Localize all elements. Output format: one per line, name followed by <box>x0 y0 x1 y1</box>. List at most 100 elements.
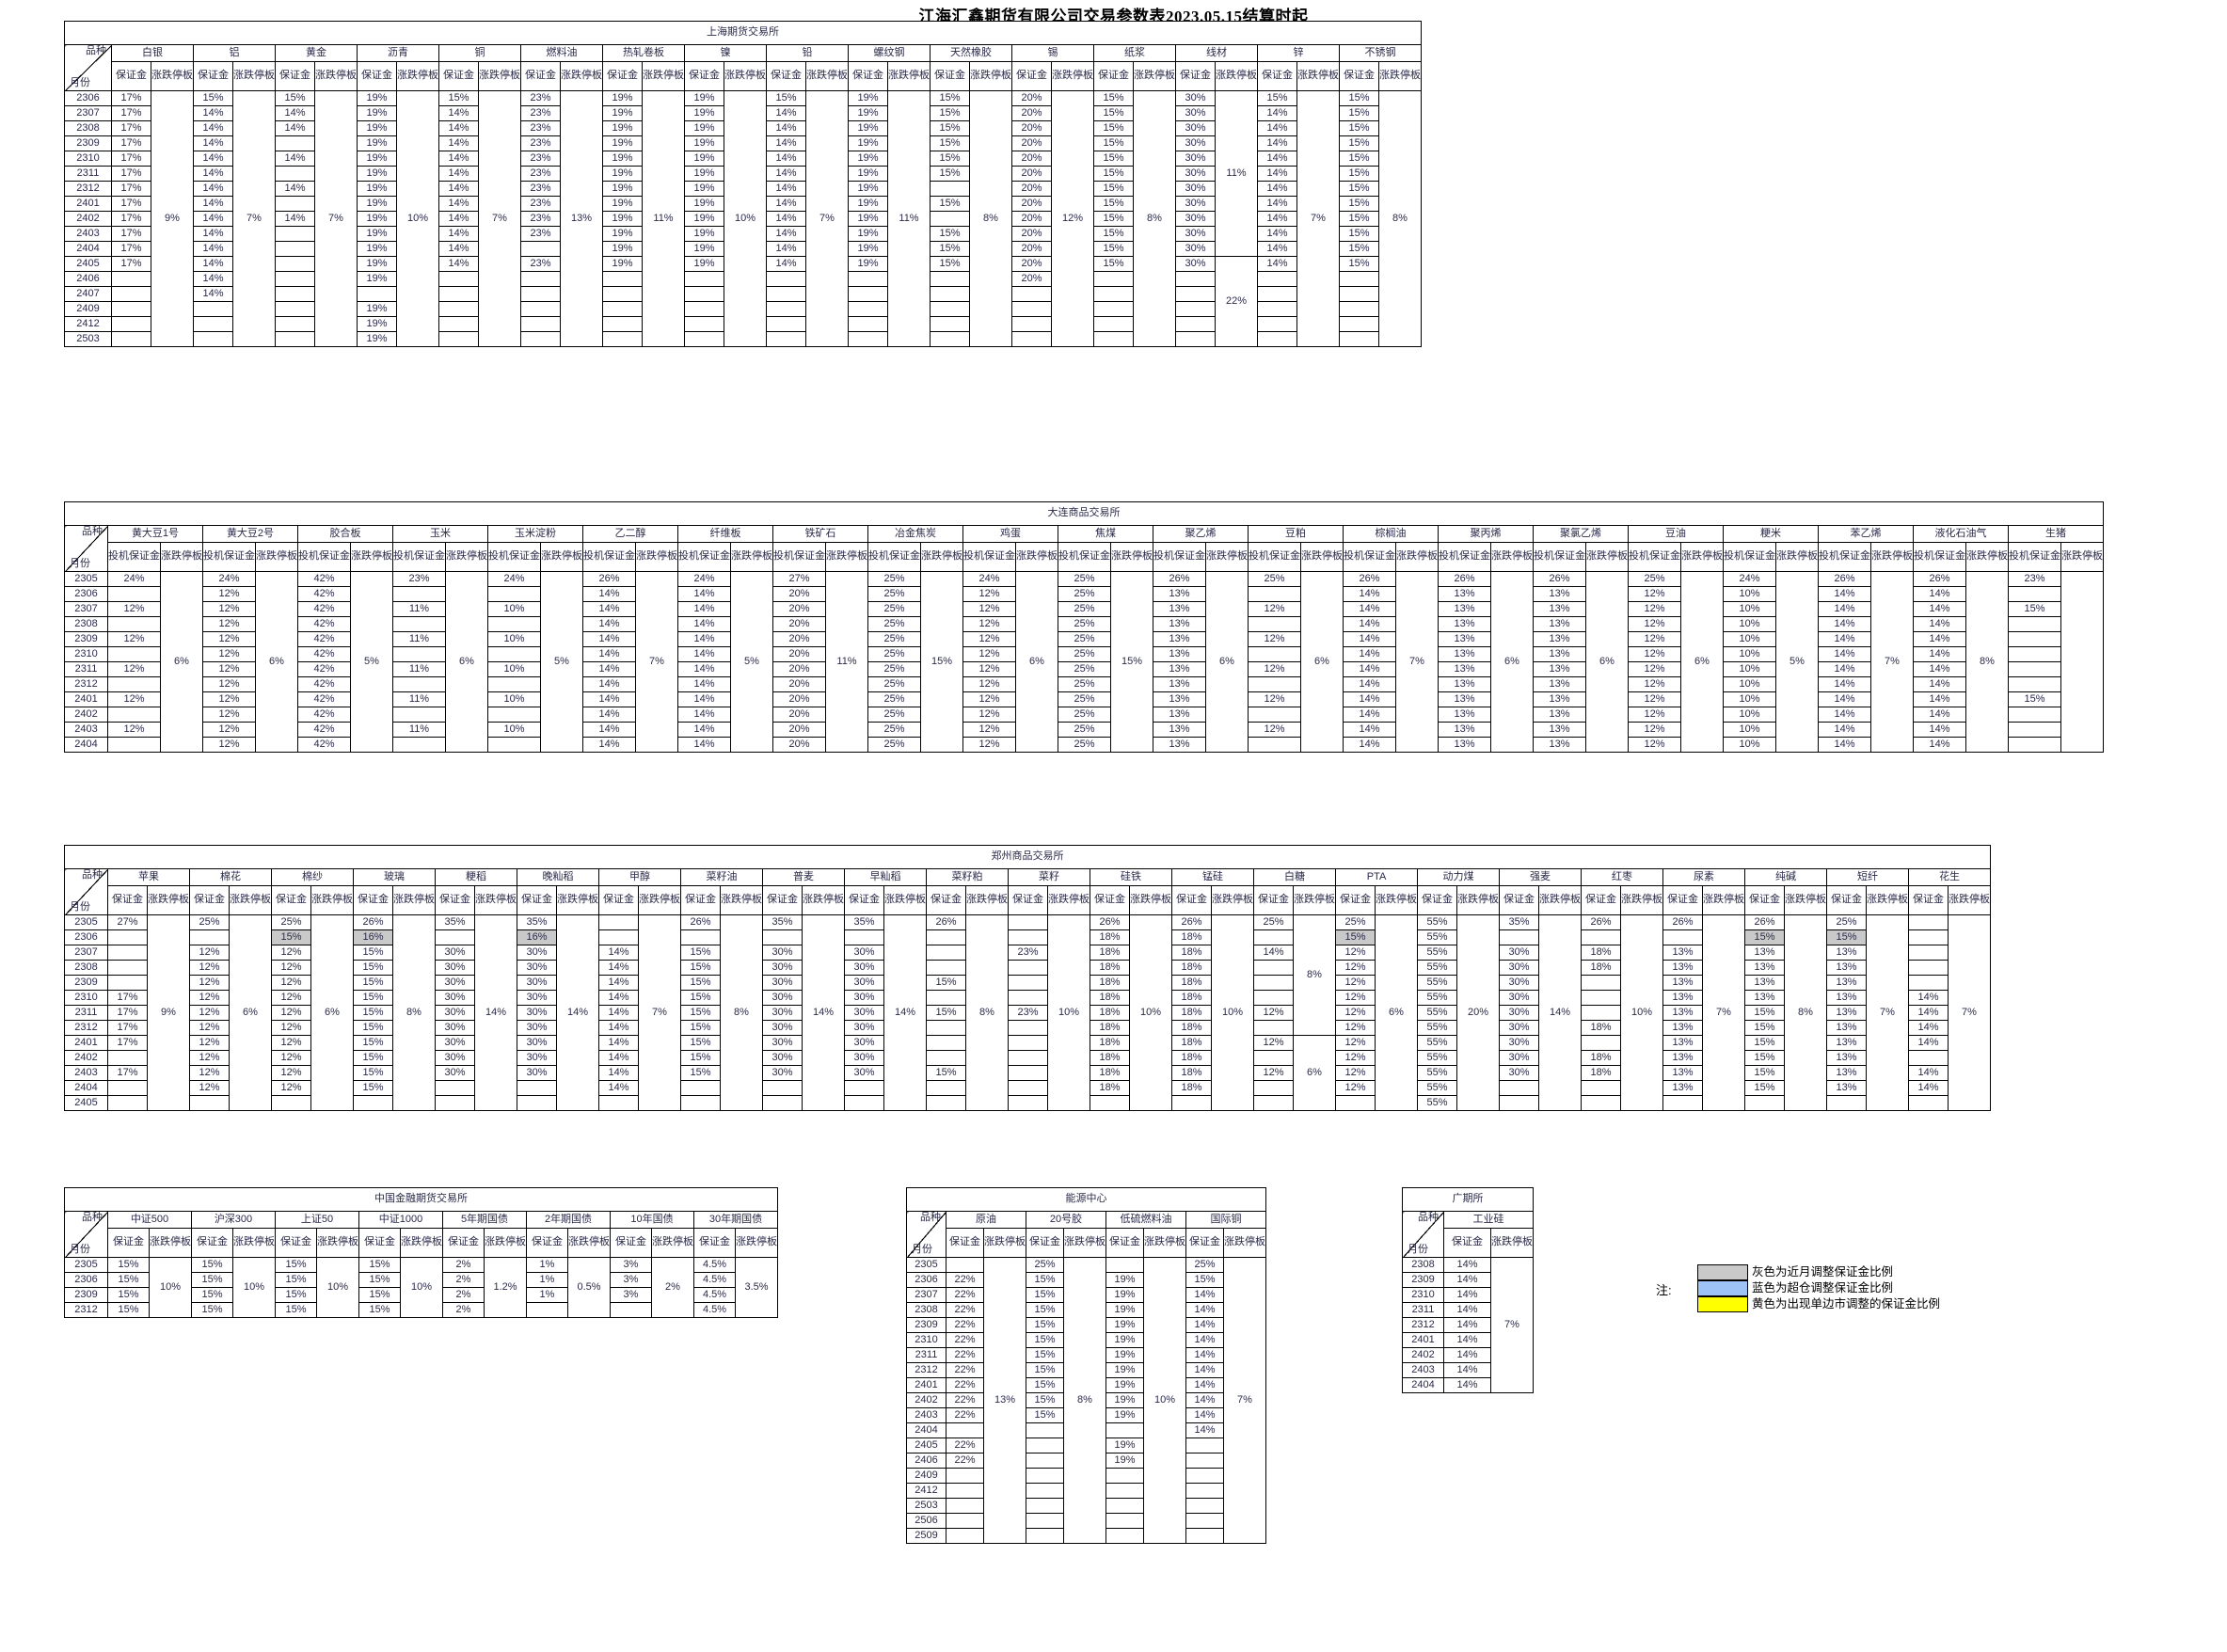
margin-cell: 14% <box>1913 691 1966 707</box>
empty-cell <box>1093 316 1134 332</box>
margin-cell: 2% <box>442 1287 485 1303</box>
product-header: 普麦 <box>762 868 845 886</box>
margin-cell: 19% <box>357 135 397 151</box>
limit-cell: 6% <box>1300 571 1344 753</box>
empty-cell <box>1185 1438 1224 1453</box>
month-cell: 2308 <box>906 1302 946 1318</box>
month-cell: 2308 <box>64 960 108 976</box>
col-header-limit: 涨跌停板 <box>1395 542 1439 572</box>
margin-cell: 18% <box>1090 990 1130 1006</box>
margin-cell: 14% <box>582 722 636 738</box>
table-row: 2412 <box>906 1483 1266 1499</box>
month-cell: 2310 <box>64 646 108 662</box>
table-row: 2406 14% 19% 20% <box>64 271 1422 287</box>
exchange-title-czce: 郑州商品交易所 <box>64 845 1991 869</box>
limit-cell: 2% <box>651 1257 694 1318</box>
col-header-limit: 涨跌停板 <box>445 542 488 572</box>
margin-cell: 20% <box>1011 241 1052 257</box>
margin-cell: 14% <box>1913 601 1966 617</box>
margin-cell: 42% <box>297 646 351 662</box>
margin-cell: 17% <box>107 1005 148 1021</box>
margin-cell: 18% <box>1090 1035 1130 1051</box>
margin-cell: 24% <box>1723 571 1776 587</box>
col-header-margin: 保证金 <box>275 61 315 91</box>
empty-cell <box>275 256 315 272</box>
col-header-limit: 涨跌停板 <box>1965 542 2009 572</box>
col-header-limit: 涨跌停板 <box>983 1228 1026 1258</box>
margin-cell: 13% <box>1826 1020 1867 1036</box>
empty-cell <box>680 1095 721 1111</box>
col-header-margin: 保证金 <box>1662 885 1703 915</box>
margin-cell: 20% <box>772 691 826 707</box>
empty-cell <box>1339 316 1379 332</box>
product-header: 铜 <box>438 44 521 62</box>
empty-cell <box>1008 914 1048 930</box>
margin-cell: 10% <box>1723 737 1776 753</box>
product-header: 上证50 <box>275 1211 359 1229</box>
margin-cell: 14% <box>438 166 479 182</box>
table-block-czce: 郑州商品交易所 品种 月份 苹果 棉花 棉纱 玻璃 粳稻 晚籼稻 甲醇 菜籽油 普麦 早籼稻 菜籽粕 菜籽硅… <box>64 845 1991 1111</box>
col-header-limit: 涨跌停板 <box>160 542 203 572</box>
margin-cell: 12% <box>962 676 1016 692</box>
product-header: 聚乙烯 <box>1153 525 1249 543</box>
margin-cell: 12% <box>189 990 230 1006</box>
empty-cell <box>1248 676 1301 692</box>
margin-cell: 14% <box>598 945 639 961</box>
limit-cell: 10% <box>1047 914 1090 1111</box>
empty-cell <box>1253 1050 1294 1066</box>
margin-cell: 14% <box>582 707 636 723</box>
margin-cell: 12% <box>1628 691 1681 707</box>
margin-cell: 15% <box>1093 256 1134 272</box>
month-cell: 2312 <box>64 676 108 692</box>
limit-cell: 8% <box>720 914 763 1111</box>
margin-cell: 14% <box>1443 1272 1491 1288</box>
empty-cell <box>1339 271 1379 287</box>
product-header: 聚丙烯 <box>1438 525 1534 543</box>
margin-cell: 20% <box>772 737 826 753</box>
margin-cell: 12% <box>1628 737 1681 753</box>
margin-cell: 17% <box>111 226 151 242</box>
col-header-limit: 涨跌停板 <box>316 1228 359 1258</box>
margin-cell: 14% <box>193 196 233 212</box>
product-header: 镍 <box>684 44 767 62</box>
table-row: 2402 17% 14% 14% 19% 14% 23% 19% 19% 14% 19% 20% 15%… <box>64 211 1422 227</box>
margin-cell: 11% <box>392 661 446 677</box>
margin-cell: 19% <box>357 331 397 347</box>
col-header-margin: 保证金 <box>1581 885 1621 915</box>
margin-cell: 22% <box>946 1317 984 1333</box>
margin-cell: 14% <box>1908 1035 1949 1051</box>
col-header-margin: 保证金 <box>1093 61 1134 91</box>
month-cell: 2309 <box>64 1287 108 1303</box>
margin-cell: 12% <box>962 631 1016 647</box>
margin-cell: 12% <box>1253 1035 1294 1051</box>
empty-cell <box>107 707 161 723</box>
limit-cell: 0.5% <box>567 1257 611 1318</box>
col-header-limit: 涨跌停板 <box>1702 885 1745 915</box>
margin-cell: 15% <box>353 960 393 976</box>
empty-cell <box>1090 1095 1130 1111</box>
margin-cell: 55% <box>1417 914 1457 930</box>
limit-cell: 6% <box>1585 571 1629 753</box>
empty-cell <box>1008 1035 1048 1051</box>
margin-cell: 14% <box>766 256 806 272</box>
margin-cell: 18% <box>1581 1020 1621 1036</box>
margin-cell: 30% <box>1499 990 1539 1006</box>
margin-cell: 15% <box>353 1050 393 1066</box>
col-header-margin: 保证金 <box>946 1228 984 1258</box>
margin-cell: 14% <box>582 631 636 647</box>
product-header: 燃料油 <box>520 44 603 62</box>
margin-cell: 14% <box>766 151 806 167</box>
margin-cell: 10% <box>487 631 541 647</box>
empty-cell <box>1253 960 1294 976</box>
col-header-limit: 涨跌停板 <box>1620 885 1663 915</box>
limit-cell: 8% <box>965 914 1009 1111</box>
margin-cell: 10% <box>487 722 541 738</box>
margin-cell: 12% <box>1628 586 1681 602</box>
product-header: 纤维板 <box>677 525 773 543</box>
col-header-margin: 投机保证金 <box>1248 542 1301 572</box>
margin-cell: 42% <box>297 571 351 587</box>
col-header-margin: 保证金 <box>358 1228 401 1258</box>
product-header: 国际铜 <box>1185 1211 1266 1229</box>
col-header-margin: 保证金 <box>762 885 803 915</box>
margin-cell: 15% <box>275 90 315 106</box>
